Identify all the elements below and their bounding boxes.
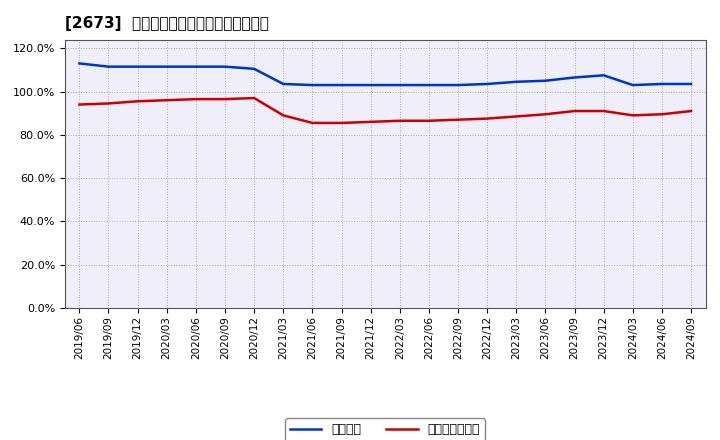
固定長期適合率 bbox=[75, 102, 84, 107]
固定長期適合率 bbox=[220, 96, 229, 102]
固定比率 bbox=[75, 61, 84, 66]
固定比率 bbox=[599, 73, 608, 78]
固定長期適合率 bbox=[483, 116, 492, 121]
固定長期適合率 bbox=[512, 114, 521, 119]
固定長期適合率 bbox=[541, 112, 550, 117]
固定長期適合率 bbox=[454, 117, 462, 122]
固定比率 bbox=[220, 64, 229, 69]
固定長期適合率 bbox=[104, 101, 113, 106]
Line: 固定長期適合率: 固定長期適合率 bbox=[79, 98, 691, 123]
固定長期適合率 bbox=[250, 95, 258, 101]
固定長期適合率 bbox=[425, 118, 433, 123]
Line: 固定比率: 固定比率 bbox=[79, 63, 691, 85]
固定長期適合率 bbox=[366, 119, 375, 125]
固定比率 bbox=[570, 75, 579, 80]
固定比率 bbox=[425, 82, 433, 88]
固定長期適合率 bbox=[308, 120, 317, 125]
固定比率 bbox=[395, 82, 404, 88]
固定比率 bbox=[279, 81, 287, 87]
固定比率 bbox=[483, 81, 492, 87]
固定長期適合率 bbox=[657, 112, 666, 117]
固定長期適合率 bbox=[133, 99, 142, 104]
固定長期適合率 bbox=[192, 96, 200, 102]
固定長期適合率 bbox=[629, 113, 637, 118]
固定長期適合率 bbox=[570, 108, 579, 114]
固定比率 bbox=[512, 79, 521, 84]
固定比率 bbox=[366, 82, 375, 88]
固定比率 bbox=[308, 82, 317, 88]
Text: [2673]  固定比率、固定長期適合率の推移: [2673] 固定比率、固定長期適合率の推移 bbox=[65, 16, 269, 32]
固定比率 bbox=[192, 64, 200, 69]
固定比率 bbox=[337, 82, 346, 88]
固定比率 bbox=[629, 82, 637, 88]
固定比率 bbox=[454, 82, 462, 88]
固定長期適合率 bbox=[395, 118, 404, 123]
固定比率 bbox=[250, 66, 258, 71]
固定比率 bbox=[541, 78, 550, 83]
固定長期適合率 bbox=[687, 108, 696, 114]
固定長期適合率 bbox=[337, 120, 346, 125]
固定長期適合率 bbox=[163, 98, 171, 103]
固定比率 bbox=[163, 64, 171, 69]
固定長期適合率 bbox=[599, 108, 608, 114]
固定比率 bbox=[657, 81, 666, 87]
固定比率 bbox=[133, 64, 142, 69]
Legend: 固定比率, 固定長期適合率: 固定比率, 固定長期適合率 bbox=[285, 418, 485, 440]
固定比率 bbox=[104, 64, 113, 69]
固定比率 bbox=[687, 81, 696, 87]
固定長期適合率 bbox=[279, 113, 287, 118]
